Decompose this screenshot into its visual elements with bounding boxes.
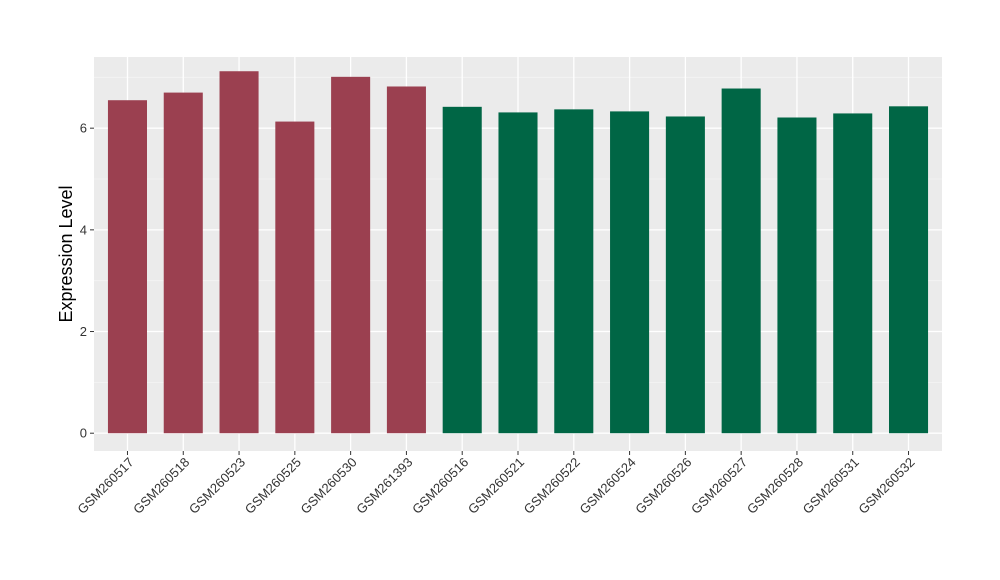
x-tick-label-5: GSM261393	[353, 455, 415, 517]
y-tick-label-1: 2	[80, 324, 87, 339]
bars	[107, 71, 929, 434]
x-tick-label-6: GSM260516	[409, 455, 471, 517]
bar-GSM261393	[386, 86, 426, 434]
bar-GSM260516	[442, 106, 482, 434]
bar-GSM260523	[219, 71, 259, 434]
y-tick-label-0: 0	[80, 426, 87, 441]
x-tick-label-14: GSM260532	[855, 455, 917, 517]
x-tick-label-9: GSM260524	[576, 455, 638, 517]
bar-GSM260517	[107, 100, 147, 434]
x-axis: GSM260517GSM260518GSM260523GSM260525GSM2…	[74, 451, 918, 517]
x-tick-label-8: GSM260522	[521, 455, 583, 517]
y-axis: 0 2 4 6	[80, 121, 94, 441]
x-tick-label-12: GSM260528	[744, 455, 806, 517]
y-tick-label-2: 4	[80, 222, 87, 237]
bar-GSM260527	[721, 88, 761, 434]
x-tick-label-1: GSM260518	[130, 455, 192, 517]
bar-GSM260528	[777, 117, 817, 434]
bar-GSM260530	[331, 76, 371, 434]
bar-GSM260532	[889, 106, 929, 434]
bar-GSM260526	[665, 116, 705, 434]
x-tick-label-2: GSM260523	[186, 455, 248, 517]
y-tick-label-3: 6	[80, 121, 87, 136]
bar-GSM260522	[554, 109, 594, 434]
bar-GSM260531	[833, 113, 873, 434]
x-tick-label-10: GSM260526	[632, 455, 694, 517]
x-tick-label-3: GSM260525	[242, 455, 304, 517]
bar-GSM260524	[610, 111, 650, 434]
bar-GSM260518	[163, 92, 203, 434]
bar-GSM260525	[275, 121, 315, 434]
y-axis-title: Expression Level	[56, 185, 76, 322]
bar-GSM260521	[498, 112, 538, 434]
x-tick-label-13: GSM260531	[800, 455, 862, 517]
x-tick-label-11: GSM260527	[688, 455, 750, 517]
x-tick-label-7: GSM260521	[465, 455, 527, 517]
x-tick-label-4: GSM260530	[298, 455, 360, 517]
x-tick-label-0: GSM260517	[74, 455, 136, 517]
